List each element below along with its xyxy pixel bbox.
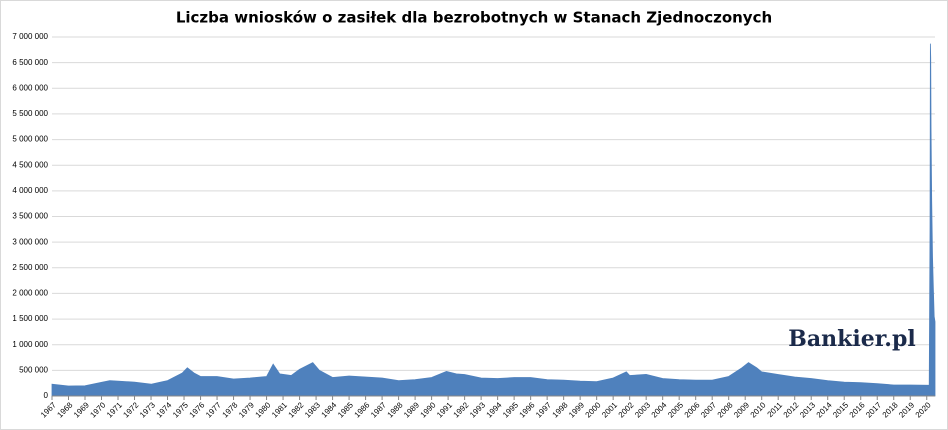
- y-tick-label: 7 000 000: [12, 32, 48, 41]
- y-tick-label: 6 500 000: [12, 58, 48, 67]
- y-tick-label: 4 500 000: [12, 160, 48, 169]
- area: [51, 43, 936, 397]
- y-tick-label: 4 000 000: [12, 186, 48, 195]
- y-tick-label: 2 500 000: [12, 263, 48, 272]
- y-tick-label: 0: [44, 391, 49, 400]
- y-tick-label: 5 500 000: [12, 109, 48, 118]
- y-tick-label: 3 500 000: [12, 212, 48, 221]
- y-tick-label: 1 500 000: [12, 314, 48, 323]
- chart-title: Liczba wniosków o zasiłek dla bezrobotny…: [176, 9, 772, 27]
- y-tick-label: 6 000 000: [12, 83, 48, 92]
- y-tick-label: 1 000 000: [12, 340, 48, 349]
- watermark: Bankier.pl: [788, 326, 915, 352]
- y-tick-label: 500 000: [19, 365, 48, 374]
- y-tick-label: 5 000 000: [12, 135, 48, 144]
- y-tick-label: 3 000 000: [12, 237, 48, 246]
- y-tick-label: 2 000 000: [12, 289, 48, 298]
